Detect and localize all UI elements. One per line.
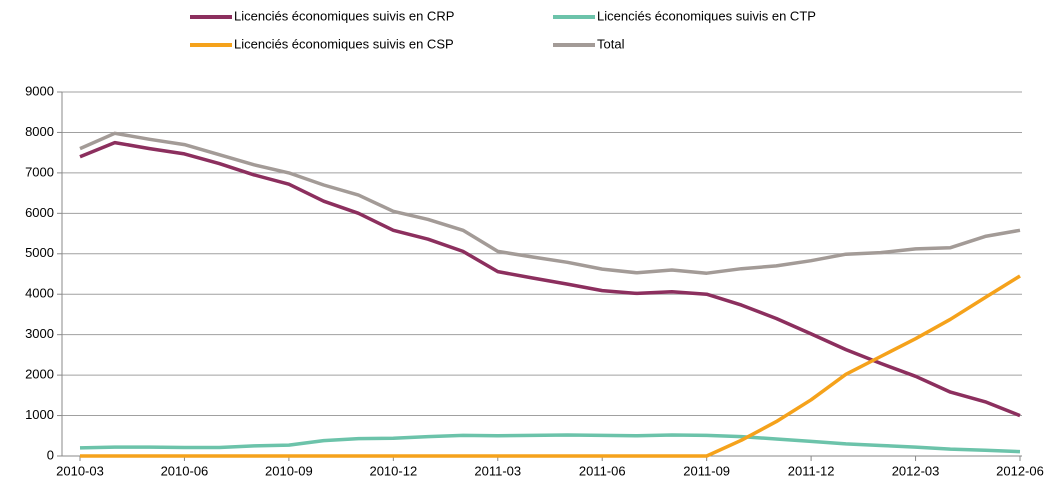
legend-label: Licenciés économiques suivis en CTP [597, 8, 816, 23]
x-tick-label: 2012-03 [892, 463, 940, 478]
series-line [79, 433, 1021, 454]
y-tick-label: 0 [47, 447, 54, 462]
x-tick-label: 2011-09 [683, 463, 730, 478]
series-line [79, 140, 1021, 418]
x-tick-label: 2011-03 [474, 463, 521, 478]
y-tick-label: 1000 [25, 407, 54, 422]
x-tick-label: 2010-09 [265, 463, 313, 478]
series-line [80, 274, 1021, 458]
y-tick-label: 5000 [25, 245, 54, 260]
x-tick-label: 2012-06 [996, 463, 1044, 478]
legend-label: Total [597, 36, 625, 51]
x-tick-label: 2011-12 [788, 463, 835, 478]
x-tick-label: 2011-06 [579, 463, 626, 478]
y-tick-label: 4000 [25, 286, 54, 301]
x-tick-label: 2010-12 [369, 463, 417, 478]
y-tick-label: 7000 [25, 164, 54, 179]
y-tick-label: 8000 [25, 124, 54, 139]
legend-label: Licenciés économiques suivis en CRP [234, 8, 454, 23]
legend-label: Licenciés économiques suivis en CSP [234, 36, 454, 51]
x-tick-label: 2010-03 [56, 463, 104, 478]
y-tick-label: 3000 [25, 326, 54, 341]
series-line [79, 131, 1021, 275]
y-tick-label: 9000 [25, 83, 54, 98]
y-tick-label: 2000 [25, 367, 54, 382]
x-tick-label: 2010-06 [161, 463, 209, 478]
y-tick-label: 6000 [25, 205, 54, 220]
